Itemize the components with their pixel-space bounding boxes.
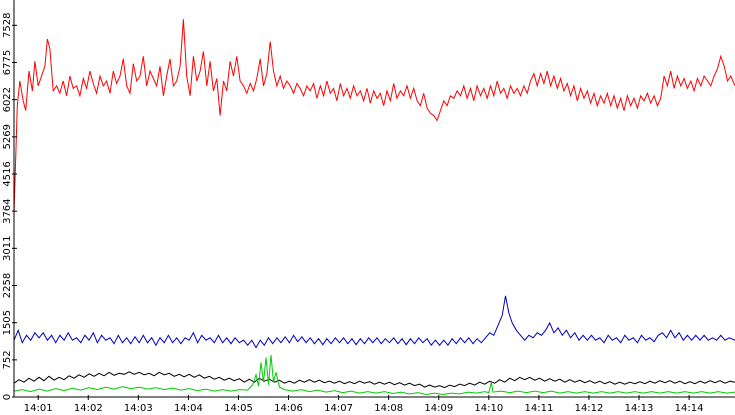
x-tick-label: 14:08 xyxy=(374,403,403,414)
series-line-4 xyxy=(13,354,735,396)
x-axis: 14:01 14:02 14:03 14:04 14:05 14:06 14:07 14:08… xyxy=(14,395,735,414)
y-tick-label: 7528 xyxy=(2,13,13,38)
y-tick-label: 6775 xyxy=(2,50,13,75)
x-tick-label: 14:10 xyxy=(474,403,503,414)
y-tick-label: 0 xyxy=(2,394,13,400)
y-tick-label: 2258 xyxy=(2,273,13,298)
y-tick-label: 5269 xyxy=(2,124,13,149)
x-tick-label: 14:13 xyxy=(625,403,654,414)
x-tick-label: 14:04 xyxy=(174,403,203,414)
y-tick-label: 6022 xyxy=(2,87,13,112)
y-axis: 0 752 1505 2258 3011 3764 4516 5269 6022 6775 7528 xyxy=(2,0,17,400)
x-tick-label: 14:06 xyxy=(274,403,303,414)
y-tick-label: 4516 xyxy=(2,161,13,186)
series-line-3 xyxy=(13,371,735,389)
series-line-1 xyxy=(13,19,735,215)
y-tick-label: 752 xyxy=(2,350,13,369)
series-line-2 xyxy=(13,295,735,349)
x-tick-label: 14:09 xyxy=(424,403,453,414)
y-tick-label: 1505 xyxy=(2,310,13,335)
x-tick-label: 14:12 xyxy=(575,403,604,414)
x-tick-label: 14:02 xyxy=(74,403,103,414)
y-tick-label: 3011 xyxy=(2,236,13,261)
x-tick-label: 14:14 xyxy=(675,403,704,414)
x-tick-label: 14:01 xyxy=(24,403,53,414)
x-tick-label: 14:07 xyxy=(324,403,353,414)
x-tick-label: 14:05 xyxy=(224,403,253,414)
x-tick-label: 14:03 xyxy=(124,403,153,414)
y-tick-label: 3764 xyxy=(2,198,13,223)
series-layer xyxy=(13,19,735,396)
x-tick-label: 14:11 xyxy=(524,403,553,414)
